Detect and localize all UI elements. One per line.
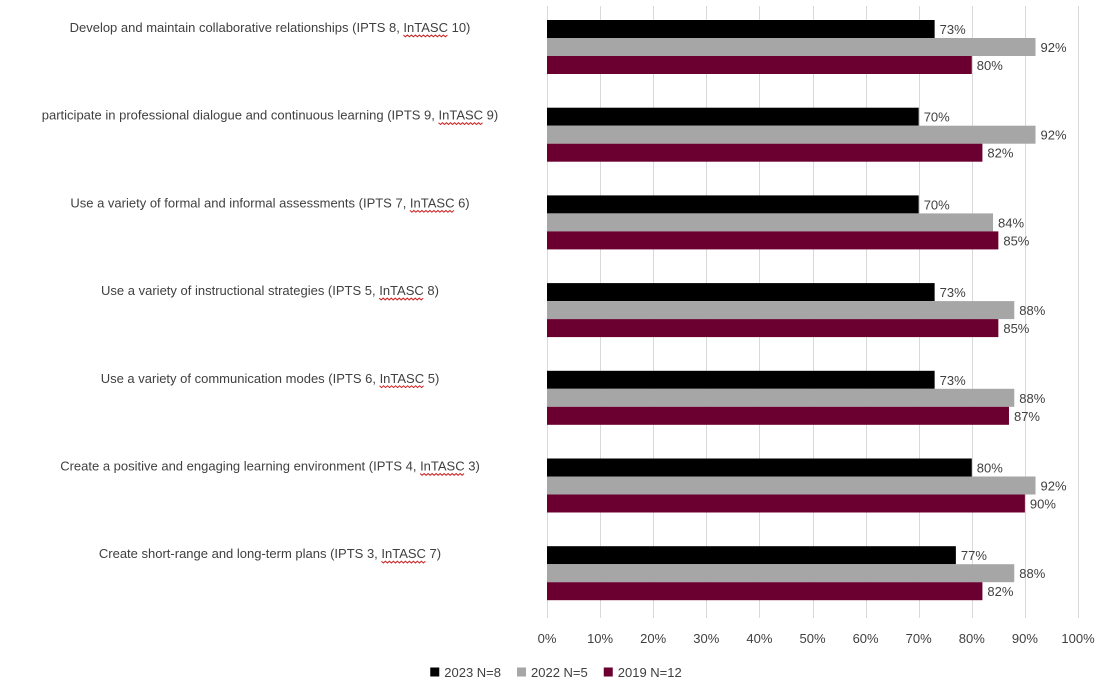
bars: [547, 20, 1036, 601]
data-label: 88%: [1019, 303, 1045, 318]
bar: [547, 283, 935, 302]
bar: [547, 107, 919, 126]
data-label: 92%: [1041, 128, 1067, 143]
category-label: Use a variety of instructional strategie…: [101, 283, 439, 298]
bar: [547, 370, 935, 389]
data-label: 73%: [940, 373, 966, 388]
x-tick-label: 30%: [693, 631, 719, 646]
x-tick-label: 80%: [959, 631, 985, 646]
data-label: 73%: [940, 285, 966, 300]
data-label: 85%: [1003, 321, 1029, 336]
spellcheck-underline: [438, 122, 483, 126]
bar: [547, 564, 1015, 583]
x-tick-label: 100%: [1061, 631, 1095, 646]
category-label: Create short-range and long-term plans (…: [99, 546, 441, 561]
category-label: Develop and maintain collaborative relat…: [70, 20, 471, 35]
data-label: 88%: [1019, 566, 1045, 581]
bar: [547, 319, 999, 338]
x-tick-label: 90%: [1012, 631, 1038, 646]
category-label: Create a positive and engaging learning …: [60, 459, 480, 474]
legend-label: 2023 N=8: [444, 665, 501, 680]
data-label: 82%: [987, 584, 1013, 599]
bar: [547, 38, 1036, 56]
legend-swatch: [603, 667, 613, 677]
data-label: 90%: [1030, 497, 1056, 512]
category-labels: Develop and maintain collaborative relat…: [42, 20, 498, 564]
x-tick-label: 0%: [538, 631, 557, 646]
value-labels: 73% 92% 80% 70% 92% 82% 70% 84% 85% 73% 88% 85% 73% 8…: [924, 22, 1067, 599]
data-label: 87%: [1014, 409, 1040, 424]
data-label: 84%: [998, 215, 1024, 230]
legend: 2023 N=8 2022 N=5 2019 N=12: [430, 665, 682, 680]
category-label: Use a variety of formal and informal ass…: [70, 195, 469, 210]
data-label: 80%: [977, 461, 1003, 476]
spellcheck-underline: [378, 297, 424, 301]
x-tick-label: 20%: [640, 631, 666, 646]
x-axis-ticks: 0% 10% 20% 30% 40% 50% 60% 70% 80% 90% 100%: [538, 631, 1095, 646]
bar: [547, 56, 972, 74]
category-label: Use a variety of communication modes (IP…: [101, 371, 440, 386]
bar: [547, 195, 919, 214]
spellcheck-underline: [381, 560, 426, 564]
bar: [547, 301, 1015, 320]
data-label: 88%: [1019, 391, 1045, 406]
bar: [547, 582, 983, 601]
data-label: 73%: [940, 22, 966, 37]
x-tick-label: 70%: [906, 631, 932, 646]
data-label: 92%: [1041, 40, 1067, 55]
x-tick-label: 40%: [746, 631, 772, 646]
legend-swatch: [430, 667, 440, 677]
bar: [547, 494, 1025, 513]
bar: [547, 20, 935, 38]
bar: [547, 213, 994, 232]
bar: [547, 406, 1009, 425]
spellcheck-underline: [403, 34, 448, 38]
x-tick-label: 60%: [853, 631, 879, 646]
data-label: 70%: [924, 197, 950, 212]
legend-label: 2022 N=5: [531, 665, 588, 680]
spellcheck-underline: [419, 472, 465, 476]
bar: [547, 143, 983, 162]
legend-swatch: [517, 667, 527, 677]
legend-label: 2019 N=12: [618, 665, 682, 680]
x-tick-label: 10%: [587, 631, 613, 646]
spellcheck-underline: [379, 385, 424, 389]
data-label: 77%: [961, 548, 987, 563]
data-label: 92%: [1041, 479, 1067, 494]
data-label: 82%: [987, 146, 1013, 161]
data-label: 80%: [977, 58, 1003, 73]
bar: [547, 125, 1036, 144]
bar: [547, 476, 1036, 495]
category-label: participate in professional dialogue and…: [42, 108, 498, 123]
bar: [547, 231, 999, 250]
x-tick-label: 50%: [799, 631, 825, 646]
bar: [547, 546, 956, 565]
spellcheck-underline: [409, 209, 455, 213]
bar: [547, 388, 1015, 407]
data-label: 70%: [924, 110, 950, 125]
bar: [547, 458, 972, 477]
data-label: 85%: [1003, 233, 1029, 248]
